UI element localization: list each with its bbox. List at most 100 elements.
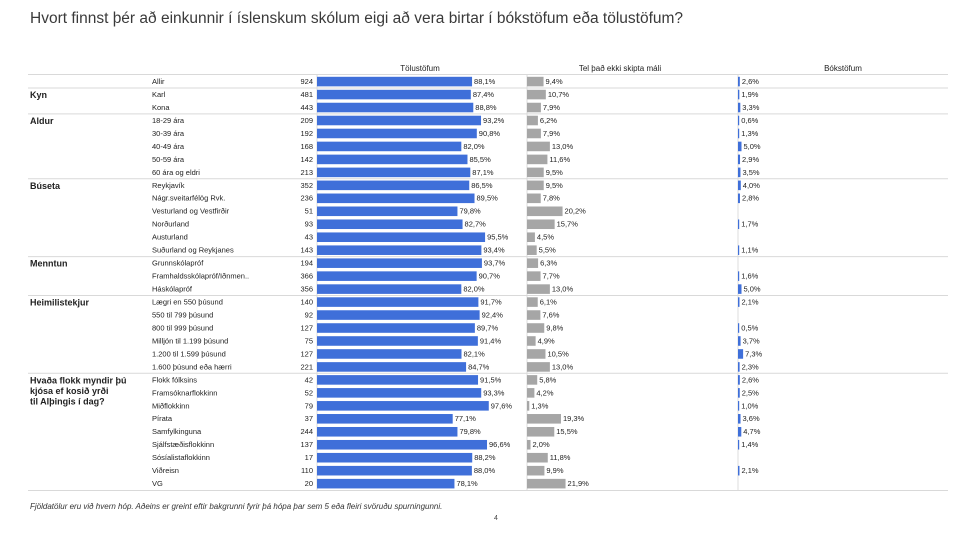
column-header: Tölustöfum [400,64,440,73]
data-label: 85,5% [469,155,491,164]
bar [527,414,561,424]
row-count: 244 [300,427,313,436]
row-count: 192 [300,129,313,138]
page-number: 4 [494,515,498,522]
row-label: Miðflokkinn [152,401,190,410]
row-label: Milljón til 1.199 þúsund [152,336,228,345]
row-label: Nágr.sveitarfélög Rvk. [152,194,225,203]
bar [317,115,482,126]
bar [317,180,470,191]
row-count: 110 [301,466,313,475]
data-label: 21,9% [568,479,590,488]
data-label: 20,2% [565,207,587,216]
bar [527,271,541,281]
data-label: 7,9% [543,129,560,138]
row-count: 366 [300,272,313,281]
bar [527,336,536,346]
row-count: 52 [305,388,313,397]
bar [738,219,740,230]
bar [317,414,453,424]
data-label: 88,1% [474,77,496,86]
bar [738,193,740,204]
bar [527,128,541,139]
bar [527,115,538,126]
bar [527,219,555,230]
bar [738,362,740,372]
data-label: 90,7% [479,272,501,281]
bar [527,141,550,152]
data-label: 87,1% [472,168,494,177]
data-label: 7,6% [542,310,559,319]
data-label: 4,7% [743,427,760,436]
row-label: Háskólapróf [152,285,193,294]
row-label: 60 ára og eldri [152,168,200,177]
row-label: Sósíalistaflokkinn [152,453,210,462]
row-label: 800 til 999 þúsund [152,323,213,332]
row-label: 1.200 til 1.599 þúsund [152,349,226,358]
row-label: Flokk fólksins [152,375,197,384]
row-count: 93 [305,220,313,229]
data-label: 82,7% [465,220,487,229]
row-label: Lægri en 550 þúsund [152,297,223,306]
data-label: 2,5% [742,388,759,397]
bar [527,349,546,359]
data-label: 3,3% [742,103,759,112]
data-label: 9,4% [546,77,563,86]
bar [738,102,741,113]
bar [527,154,548,165]
bar [527,297,538,307]
bar [738,414,741,424]
row-count: 92 [305,310,313,319]
data-label: 84,7% [468,362,490,371]
data-label: 10,5% [547,349,569,358]
row-label: Karl [152,90,166,99]
bar [317,141,462,152]
row-count: 443 [300,103,313,112]
data-label: 79,8% [459,207,481,216]
row-count: 236 [300,194,313,203]
bar [527,465,545,476]
data-label: 4,5% [537,233,554,242]
data-label: 2,1% [741,466,758,475]
bar [738,167,741,178]
bar [527,362,550,372]
bar [317,426,458,437]
row-count: 127 [300,323,313,332]
bar [738,154,741,165]
data-label: 9,5% [546,181,563,190]
row-count: 20 [305,479,313,488]
bar [317,232,486,243]
data-label: 5,5% [539,246,556,255]
bar [317,284,462,294]
data-label: 1,7% [741,220,758,229]
row-count: 168 [300,142,313,151]
bar [317,439,488,450]
group-label: Kyn [30,90,47,100]
data-label: 82,0% [463,142,485,151]
data-label: 13,0% [552,285,574,294]
data-label: 9,5% [546,168,563,177]
bar [527,89,546,100]
data-label: 9,9% [546,466,563,475]
data-label: 1,1% [741,246,758,255]
row-label: Framhaldsskólapróf/Iðnmen.. [152,272,249,281]
data-label: 7,3% [745,349,762,358]
bar [317,465,472,476]
data-label: 1,3% [531,401,548,410]
data-label: 4,0% [743,181,760,190]
row-label: Sjálfstæðisflokkinn [152,440,214,449]
bar [738,323,740,333]
bar [738,180,741,191]
bar [527,439,531,450]
data-label: 5,0% [744,142,761,151]
data-label: 11,6% [549,155,570,164]
data-label: 93,7% [484,259,506,268]
row-count: 127 [300,349,313,358]
bar [317,388,482,398]
row-label: Austurland [152,233,188,242]
bar [317,219,463,230]
data-label: 97,6% [491,401,513,410]
bar [738,245,740,255]
bar [527,284,550,294]
